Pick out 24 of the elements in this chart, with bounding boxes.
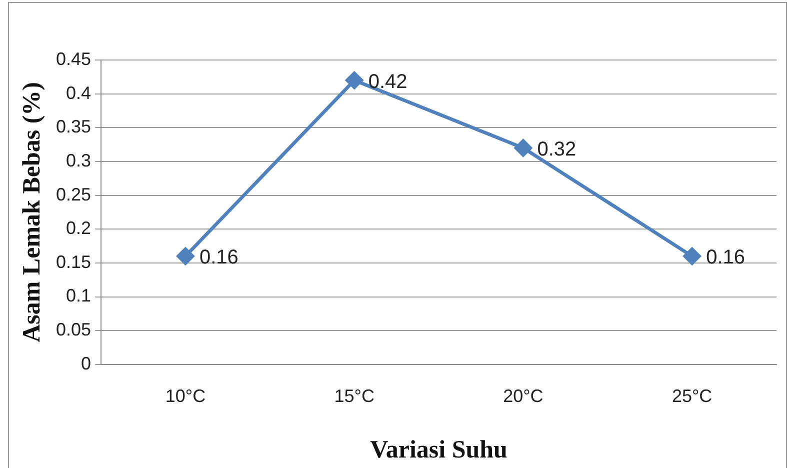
point [514,139,532,157]
y-tick-label: 0.2 [66,218,92,238]
x-tick-label: 25°C [672,386,712,406]
point [683,247,701,265]
x-tick-label: 20°C [503,386,544,406]
point [176,247,194,265]
y-axis-title: Asam Lemak Bebas (%) [18,82,46,342]
x-tick-label: 10°C [165,386,206,406]
y-tick-label: 0 [81,353,92,374]
point [346,72,364,90]
y-tick-label: 0.35 [56,116,92,137]
y-tick-label: 0.05 [56,320,92,340]
data-label: 0.16 [706,246,746,269]
y-tick-label: 0.4 [66,82,92,103]
x-axis-title: Variasi Suhu [370,436,508,464]
y-tick-label: 0.15 [56,252,92,272]
y-tick-label: 0.3 [66,150,92,170]
data-label: 0.16 [199,246,238,269]
y-tick-label: 0.1 [66,286,92,306]
data-label: 0.32 [537,138,576,160]
y-tick-label: 0.45 [56,48,92,69]
y-tick-label: 0.25 [56,184,92,204]
data-label: 0.42 [368,70,408,93]
x-tick-label: 15°C [334,386,374,406]
